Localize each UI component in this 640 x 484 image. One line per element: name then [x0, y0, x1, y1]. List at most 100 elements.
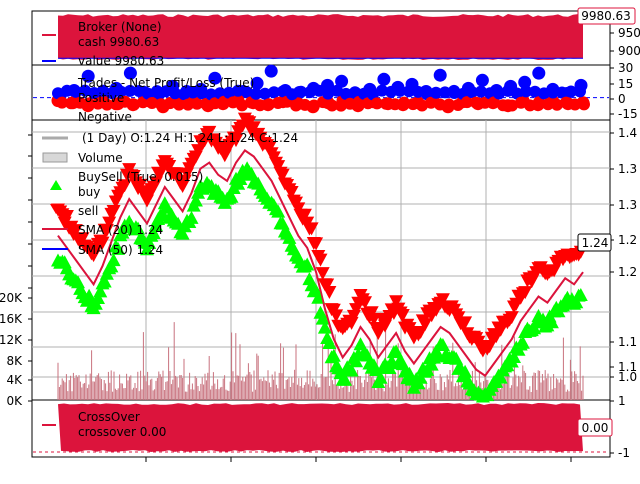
sell-marker	[297, 208, 312, 222]
sell-marker	[418, 318, 433, 332]
crossover-legend-title: CrossOver	[78, 410, 140, 424]
buy-marker	[373, 370, 388, 384]
buy-marker	[311, 290, 326, 304]
sell-marker	[329, 309, 344, 323]
trade-negative-point	[191, 97, 203, 110]
trade-negative-point	[389, 98, 401, 111]
legend-swatch-volume	[42, 152, 68, 163]
price-last-value: 1.24	[582, 236, 609, 250]
trade-positive-point	[196, 87, 208, 100]
trade-negative-point	[515, 96, 527, 109]
trade-negative-point	[56, 96, 68, 109]
buy-marker	[326, 348, 341, 362]
price-ytick-label: 1.0	[618, 370, 637, 384]
sell-marker	[95, 236, 110, 250]
sell-marker	[364, 306, 379, 320]
trade-negative-point	[569, 98, 581, 111]
trade-positive-point	[439, 86, 451, 99]
ohlc-series	[57, 149, 584, 377]
sell-marker	[202, 125, 217, 139]
trade-negative-point	[452, 99, 464, 111]
legend-swatch-sell	[50, 204, 62, 214]
buy-marker	[382, 361, 397, 374]
price-ytick-label: 1.1	[618, 360, 637, 374]
trade-positive-point	[511, 87, 523, 100]
trade-negative-point	[551, 98, 563, 111]
price-legend-buysell: BuySell (True, 0.015)	[78, 170, 203, 184]
trade-positive-point	[547, 86, 559, 99]
trade-negative-point	[92, 97, 104, 110]
buy-marker	[507, 350, 521, 363]
trade-positive-point	[532, 66, 546, 80]
sell-marker	[106, 205, 121, 218]
trade-negative-point	[524, 99, 536, 112]
sell-marker	[358, 296, 372, 310]
buy-marker	[317, 320, 332, 334]
sell-marker	[59, 210, 74, 223]
trade-positive-point	[313, 84, 325, 97]
trade-negative-point	[146, 97, 158, 109]
trade-positive-point	[335, 74, 349, 88]
broker-last-value: 9980.63	[581, 9, 631, 23]
sell-marker	[320, 278, 335, 292]
buy-marker	[175, 226, 190, 240]
trade-negative-point	[128, 98, 140, 111]
buy-marker	[315, 311, 330, 325]
sell-marker	[304, 222, 319, 236]
price-legend-sell: sell	[78, 204, 98, 218]
trade-positive-point	[475, 85, 487, 98]
trades-ytick-label: 30	[618, 61, 633, 75]
price-legend-ohlc: (1 Day) O:1.24 H:1.24 L:1.24 C:1.24	[82, 131, 298, 145]
trade-negative-point	[371, 97, 383, 110]
sell-marker	[309, 237, 324, 251]
crossover-series	[58, 403, 583, 452]
trade-negative-point	[155, 98, 167, 111]
broker-legend-value: value 9980.63	[78, 54, 164, 68]
trade-negative-point	[110, 98, 122, 111]
sell-marker	[315, 267, 330, 281]
trade-negative-point	[209, 97, 221, 110]
sell-marker	[246, 121, 261, 135]
legend-swatch-buy	[50, 180, 62, 190]
trades-marks	[33, 64, 609, 114]
trade-positive-point	[520, 85, 532, 98]
trade-positive-point	[142, 87, 154, 100]
trade-positive-point	[358, 87, 370, 100]
buy-marker	[338, 372, 352, 386]
trade-positive-point	[331, 84, 343, 97]
buy-marker	[515, 335, 530, 349]
trade-positive-point	[340, 87, 352, 100]
trade-negative-point	[461, 96, 473, 109]
trade-positive-point	[403, 85, 415, 98]
buy-marker	[146, 226, 161, 239]
volume-ytick-label: 12K	[0, 333, 23, 347]
trade-negative-point	[254, 99, 266, 112]
buy-marker	[188, 193, 203, 207]
trade-positive-point	[268, 86, 280, 99]
buy-marker	[91, 291, 105, 304]
trades-legend-negative: Negative	[78, 110, 132, 124]
buy-marker	[449, 351, 464, 365]
volume-ytick-label: 20K	[0, 291, 23, 305]
price-legend-sma50: SMA (50) 1.24	[78, 243, 163, 257]
trade-negative-point	[272, 97, 284, 109]
trade-negative-point	[218, 95, 230, 108]
buy-marker	[344, 363, 359, 377]
trade-negative-point	[263, 98, 275, 111]
trade-positive-point	[187, 86, 199, 99]
price-legend-volume: Volume	[78, 151, 123, 165]
sell-marker	[148, 176, 163, 190]
trade-positive-point	[223, 86, 235, 99]
buy-marker	[458, 364, 473, 378]
sell-marker	[493, 323, 508, 337]
buy-marker	[224, 189, 239, 203]
trade-positive-point	[178, 88, 190, 101]
sell-marker	[102, 216, 117, 230]
trade-positive-point	[52, 87, 64, 100]
sell-marker	[547, 264, 562, 278]
trade-positive-point	[97, 84, 109, 97]
trade-negative-point	[200, 98, 212, 110]
crossover-ytick-label: -1	[618, 446, 630, 460]
trade-positive-point	[466, 86, 478, 99]
